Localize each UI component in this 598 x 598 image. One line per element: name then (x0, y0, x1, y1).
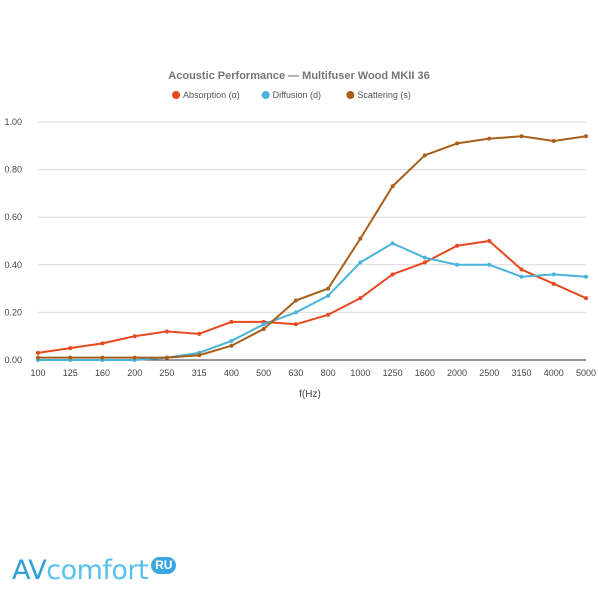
x-tick-label: 630 (288, 368, 303, 378)
legend-label-1: Diffusion (d) (273, 90, 321, 100)
data-point (390, 272, 395, 277)
legend-label-2: Scattering (s) (357, 90, 411, 100)
y-tick-label: 0.40 (4, 260, 22, 270)
data-point (487, 239, 492, 243)
x-tick-label: 125 (63, 368, 78, 378)
series-1 (36, 241, 588, 362)
y-tick-label: 0.00 (4, 355, 22, 365)
data-point (293, 322, 298, 327)
data-point (455, 243, 460, 248)
x-tick-label: 5000 (576, 368, 596, 378)
y-tick-label: 0.80 (4, 165, 22, 175)
y-tick-label: 1.00 (4, 117, 22, 127)
avcomfort-logo: AV comfort RU (12, 553, 177, 587)
x-tick-label: 4000 (544, 368, 564, 378)
series-group (36, 134, 588, 362)
series-line (38, 242, 587, 361)
data-point (551, 139, 556, 144)
series-0 (36, 239, 588, 355)
y-axis-ticks: 0.00 0.20 0.40 0.60 0.80 1.00 (4, 117, 22, 365)
data-point (229, 319, 234, 324)
series-line (38, 135, 587, 359)
x-tick-label: 2500 (479, 368, 499, 378)
data-point (293, 310, 298, 315)
data-point (36, 355, 40, 360)
x-tick-label: 1250 (383, 368, 403, 378)
data-point (584, 274, 588, 279)
data-point (358, 236, 363, 241)
x-tick-label: 500 (256, 368, 271, 378)
data-point (519, 267, 524, 272)
legend-marker-1 (261, 91, 270, 99)
y-tick-label: 0.60 (4, 212, 22, 222)
data-point (164, 355, 169, 360)
data-point (519, 134, 524, 139)
data-point (229, 343, 234, 348)
data-point (551, 281, 556, 286)
data-point (358, 260, 363, 265)
data-point (132, 334, 137, 339)
data-point (326, 312, 331, 317)
series-2 (36, 134, 588, 360)
legend-marker-0 (172, 91, 181, 99)
data-point (326, 293, 331, 298)
legend-marker-2 (346, 91, 355, 99)
data-point (36, 350, 40, 355)
data-point (100, 341, 105, 346)
data-point (132, 355, 137, 360)
data-point (197, 331, 202, 336)
data-point (584, 296, 588, 301)
y-tick-label: 0.20 (4, 307, 22, 317)
legend: Absorption (α) Diffusion (d) Scattering (s… (172, 90, 411, 100)
data-point (487, 262, 492, 267)
data-point (584, 134, 588, 139)
data-point (197, 353, 202, 358)
x-tick-label: 2000 (447, 368, 467, 378)
x-tick-label: 315 (192, 368, 207, 378)
data-point (455, 141, 460, 146)
logo-text-av: AV (12, 554, 47, 586)
data-point (422, 153, 427, 158)
chart-title: Acoustic Performance — Multifuser Wood M… (168, 70, 429, 82)
logo-badge-ru: RU (151, 556, 177, 574)
data-point (455, 262, 460, 267)
series-line (37, 240, 587, 354)
x-tick-label: 1600 (415, 368, 435, 378)
x-tick-label: 800 (321, 368, 336, 378)
data-point (100, 355, 105, 360)
data-point (519, 274, 524, 279)
data-point (68, 346, 73, 351)
data-point (229, 338, 234, 343)
data-point (422, 260, 427, 265)
data-point (358, 296, 363, 301)
data-point (261, 322, 266, 327)
x-tick-label: 1000 (350, 368, 370, 378)
data-point (293, 298, 298, 303)
legend-label-0: Absorption (α) (183, 90, 240, 100)
data-point (487, 136, 492, 141)
x-axis-label: f(Hz) (299, 389, 321, 400)
data-point (164, 329, 169, 334)
x-tick-label: 200 (127, 368, 142, 378)
data-point (422, 255, 427, 260)
data-point (390, 241, 395, 246)
x-tick-label: 3150 (512, 368, 532, 378)
x-tick-label: 400 (224, 368, 239, 378)
x-tick-label: 160 (95, 368, 110, 378)
data-point (326, 286, 331, 291)
x-axis-ticks: 100 125 160 200 250 315 400 500 630 800 1000 1250 16… (30, 368, 596, 378)
x-tick-label: 250 (159, 368, 174, 378)
data-point (390, 184, 395, 189)
x-tick-label: 100 (30, 368, 45, 378)
data-point (261, 327, 266, 332)
grid (38, 121, 586, 361)
data-point (68, 355, 73, 360)
data-point (551, 272, 556, 277)
logo-text-comfort: comfort (46, 554, 149, 586)
